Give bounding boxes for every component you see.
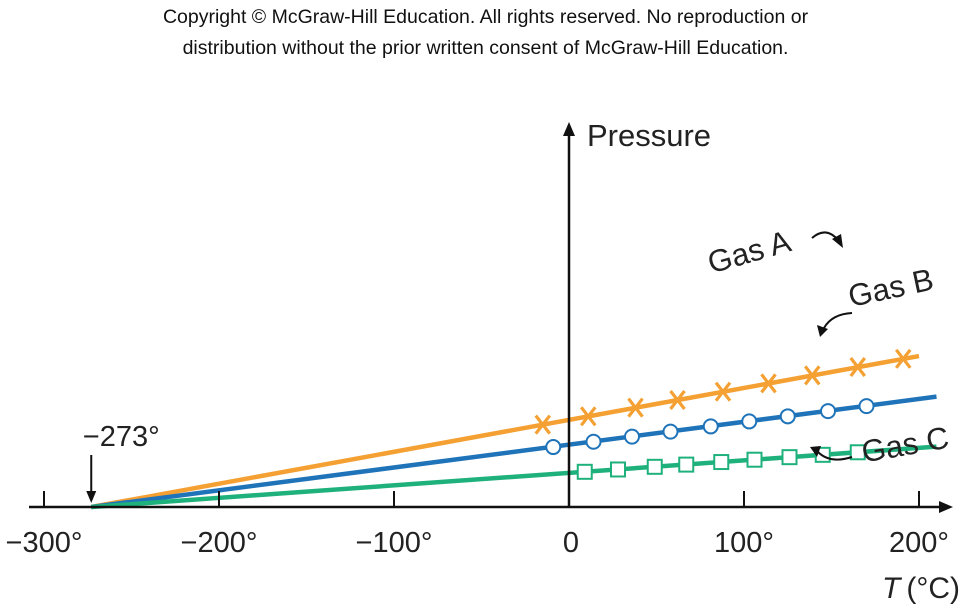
x-marker-stroke <box>627 397 644 418</box>
series-markers <box>534 348 912 480</box>
x-tick-label: −200° <box>181 527 258 559</box>
x-tick-label: 100° <box>714 527 774 559</box>
x-marker <box>579 406 597 427</box>
x-tick-label: 0 <box>563 527 579 559</box>
x-marker <box>894 348 912 369</box>
x-marker-stroke <box>803 365 821 386</box>
x-axis-arrowhead <box>939 501 953 513</box>
y-axis-arrowhead <box>563 122 575 136</box>
absolute-zero-arrowhead <box>86 491 97 503</box>
y-axis-label: Pressure <box>587 118 711 153</box>
x-marker-stroke <box>894 348 912 369</box>
x-marker-stroke <box>579 406 597 427</box>
series-label: Gas C <box>859 420 952 470</box>
pointer-arrowhead <box>810 446 821 457</box>
absolute-zero-annotation: −273° <box>83 421 160 503</box>
x-marker-stroke <box>849 357 867 378</box>
square-marker <box>678 456 695 473</box>
pointer-arrowhead <box>817 325 828 337</box>
x-marker-stroke <box>714 381 732 402</box>
x-marker <box>627 397 644 418</box>
copyright-line-1: Copyright © McGraw-Hill Education. All r… <box>162 6 809 28</box>
square-marker <box>746 451 763 468</box>
copyright-line-2: distribution without the prior written c… <box>182 37 789 59</box>
x-tick-label: −100° <box>356 527 433 559</box>
square-marker <box>713 454 730 471</box>
pointer-arrowhead <box>832 234 843 248</box>
series-labels: Gas A Gas B Gas C <box>704 223 952 469</box>
square-marker <box>849 444 866 461</box>
circle-marker <box>702 418 719 435</box>
square-marker <box>576 463 593 480</box>
gas-c-pointer <box>810 446 853 461</box>
pointer-arrow-curve <box>823 312 853 329</box>
x-tick-label: 200° <box>889 527 949 559</box>
square-marker <box>610 461 626 478</box>
square-marker <box>781 449 798 466</box>
series-line <box>90 353 920 510</box>
x-marker-stroke <box>669 390 686 410</box>
x-axis-label-variable: T <box>882 572 903 605</box>
circle-marker <box>779 408 796 425</box>
x-ticks: −300° −200° −100° 0 100° 200° <box>6 491 949 559</box>
series-label: Gas A <box>704 223 795 280</box>
x-marker-stroke <box>534 414 552 435</box>
x-marker <box>714 381 732 402</box>
absolute-zero-label: −273° <box>83 421 160 453</box>
x-marker <box>534 414 552 435</box>
copyright-notice: Copyright © McGraw-Hill Education. All r… <box>0 2 971 64</box>
circle-marker <box>662 423 679 440</box>
gas-a-pointer <box>811 231 843 248</box>
circle-marker <box>545 439 562 456</box>
pointer-arrow-curve <box>817 451 853 461</box>
x-tick-label: −300° <box>6 527 83 559</box>
x-marker <box>803 365 821 386</box>
axes: Pressure T (°C) <box>29 118 960 605</box>
x-axis-label-unit: (°C) <box>906 572 960 605</box>
series-line <box>90 394 937 510</box>
square-marker <box>646 458 663 475</box>
circle-marker <box>741 413 758 430</box>
series-label: Gas B <box>845 262 937 314</box>
x-axis-label: T (°C) <box>882 572 960 605</box>
circle-marker <box>858 398 875 415</box>
gas-b-pointer <box>817 312 853 337</box>
circle-marker <box>585 433 602 450</box>
x-marker <box>760 373 777 394</box>
x-marker-stroke <box>760 373 777 394</box>
x-marker <box>849 357 867 378</box>
circle-marker <box>624 428 640 445</box>
circle-marker <box>820 403 836 420</box>
x-marker <box>669 390 686 410</box>
